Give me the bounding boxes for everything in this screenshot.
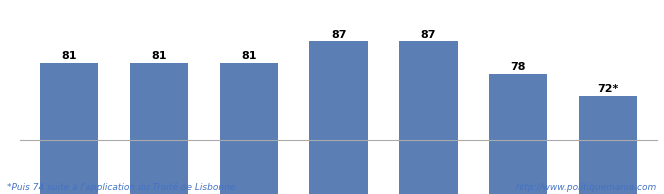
- Bar: [309, 42, 368, 194]
- Text: 87: 87: [331, 30, 347, 40]
- Text: *Puis 74 suite à l'application du Traité de Lisbonne: *Puis 74 suite à l'application du Traité…: [7, 183, 235, 192]
- Bar: [579, 96, 637, 194]
- Text: 72*: 72*: [598, 84, 619, 94]
- Text: http://www.politiquemania.com: http://www.politiquemania.com: [516, 183, 657, 192]
- Text: 81: 81: [151, 51, 167, 61]
- Bar: [399, 42, 457, 194]
- Bar: [489, 74, 547, 194]
- Bar: [220, 63, 278, 194]
- Bar: [130, 63, 189, 194]
- Bar: [40, 63, 98, 194]
- Text: 78: 78: [511, 62, 526, 72]
- Text: 87: 87: [421, 30, 436, 40]
- Text: 81: 81: [62, 51, 77, 61]
- Text: 81: 81: [241, 51, 256, 61]
